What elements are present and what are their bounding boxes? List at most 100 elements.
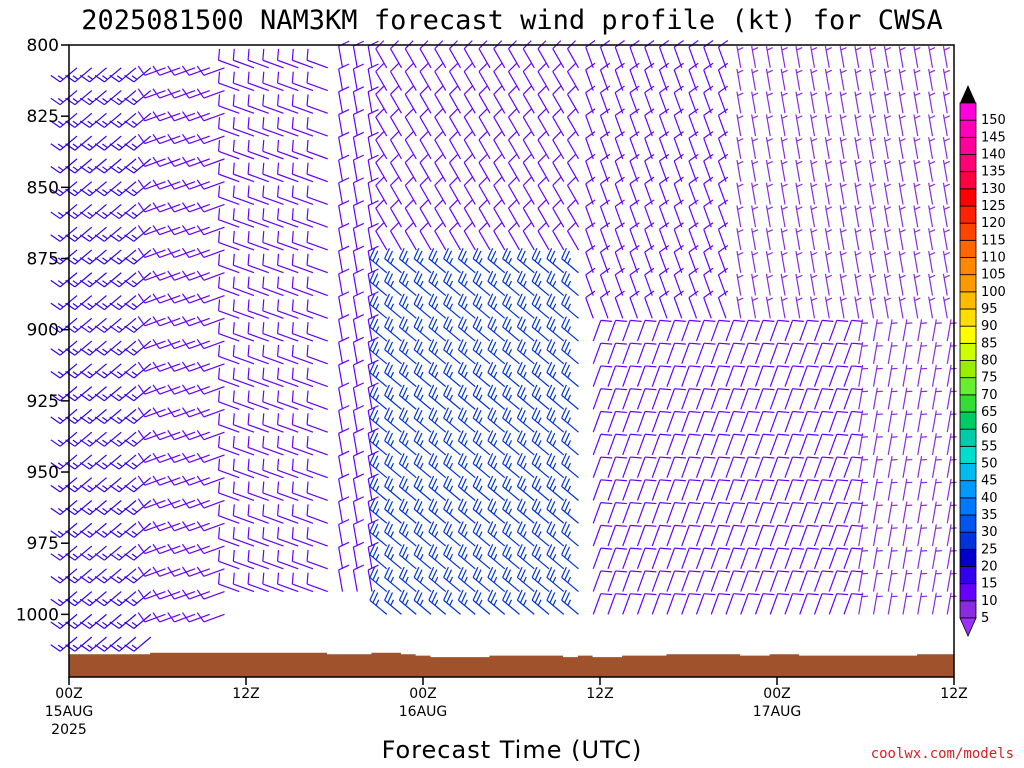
wind-barb — [196, 247, 225, 259]
colorbar-swatch — [959, 274, 977, 293]
wind-barb — [217, 208, 240, 228]
wind-barb — [487, 521, 506, 547]
wind-barb — [291, 413, 314, 433]
wind-barb — [478, 85, 491, 114]
wind-barb — [167, 316, 196, 327]
wind-barb — [813, 433, 834, 456]
wind-barb — [196, 543, 225, 555]
wind-barb — [751, 296, 759, 319]
wind-barb — [487, 384, 506, 410]
wind-barb — [942, 205, 951, 228]
wind-barb — [502, 544, 520, 570]
wind-barb — [651, 410, 672, 433]
wind-barb — [695, 479, 716, 501]
wind-barb — [666, 456, 686, 478]
wind-barb — [644, 62, 655, 91]
colorbar-label: 100 — [981, 285, 1006, 300]
wind-barb — [384, 452, 402, 479]
wind-barb — [765, 228, 774, 251]
wind-barb — [942, 159, 951, 182]
wind-barb — [124, 249, 152, 265]
wind-barb — [592, 365, 613, 387]
wind-barb — [883, 273, 892, 296]
wind-barb — [94, 112, 122, 128]
colorbar-swatch — [959, 548, 977, 567]
wind-barb — [872, 319, 883, 342]
wind-barb — [824, 46, 833, 68]
wind-barb — [196, 566, 225, 577]
wind-barb — [695, 388, 716, 410]
wind-barb — [546, 566, 565, 593]
wind-barb — [338, 63, 350, 91]
wind-barb — [443, 430, 461, 456]
wind-barb — [681, 501, 701, 524]
wind-barb — [780, 137, 788, 159]
wind-barb — [137, 612, 166, 623]
wind-barb — [828, 570, 849, 592]
wind-barb — [636, 479, 657, 501]
wind-barb — [457, 544, 476, 570]
wind-barb — [152, 407, 181, 418]
wind-barb — [898, 159, 906, 182]
wind-barb — [217, 231, 240, 251]
wind-barb — [651, 388, 672, 410]
wind-barb — [902, 501, 913, 524]
wind-barb — [232, 527, 255, 547]
wind-barb — [375, 222, 388, 251]
colorbar: 5101520253035404550556065707580859095100… — [959, 85, 1006, 637]
wind-barb — [79, 203, 107, 220]
wind-barb — [614, 222, 625, 251]
wind-barb — [740, 410, 760, 433]
wind-barb — [94, 226, 122, 242]
wind-barb — [502, 248, 520, 274]
wind-barb — [167, 88, 196, 99]
wind-barb — [167, 407, 196, 418]
wind-barb — [367, 496, 379, 524]
wind-barb — [883, 182, 892, 205]
wind-barb — [443, 361, 461, 388]
wind-barb — [276, 504, 299, 524]
wind-barb — [428, 544, 447, 570]
wind-barb — [717, 222, 729, 251]
wind-barb — [599, 131, 611, 160]
wind-barb — [592, 433, 613, 456]
wind-barb — [666, 410, 686, 433]
wind-barb — [828, 433, 849, 456]
colorbar-swatch — [959, 257, 977, 276]
wind-barb — [636, 365, 657, 387]
wind-barb — [398, 316, 417, 342]
wind-barb — [217, 48, 240, 69]
wind-barb — [384, 270, 402, 296]
wind-barb — [813, 479, 834, 501]
wind-barb — [50, 272, 78, 288]
wind-barb — [629, 85, 640, 114]
wind-barb — [79, 295, 107, 311]
wind-barb — [152, 316, 181, 327]
wind-barb — [94, 568, 122, 584]
wind-barb — [196, 202, 225, 213]
wind-barb — [291, 436, 314, 456]
wind-barb — [338, 177, 350, 205]
wind-barb — [769, 319, 790, 342]
wind-barb — [887, 592, 898, 615]
wind-barb — [636, 456, 657, 478]
wind-barb — [651, 547, 672, 570]
wind-barb — [137, 475, 166, 486]
wind-barb — [262, 504, 284, 524]
wind-barb — [636, 524, 657, 547]
wind-barb — [546, 384, 565, 410]
wind-barb — [507, 62, 521, 91]
wind-barb — [434, 222, 447, 251]
wind-barb — [109, 431, 137, 447]
wind-barb — [247, 322, 269, 342]
wind-barb — [688, 222, 699, 251]
wind-barb — [917, 433, 928, 456]
wind-barb — [946, 524, 957, 547]
wind-barb — [843, 319, 863, 342]
wind-barb — [50, 636, 78, 652]
wind-barb — [487, 430, 506, 456]
wind-barb — [428, 521, 447, 547]
wind-barb — [502, 475, 520, 501]
wind-barb — [338, 382, 350, 410]
